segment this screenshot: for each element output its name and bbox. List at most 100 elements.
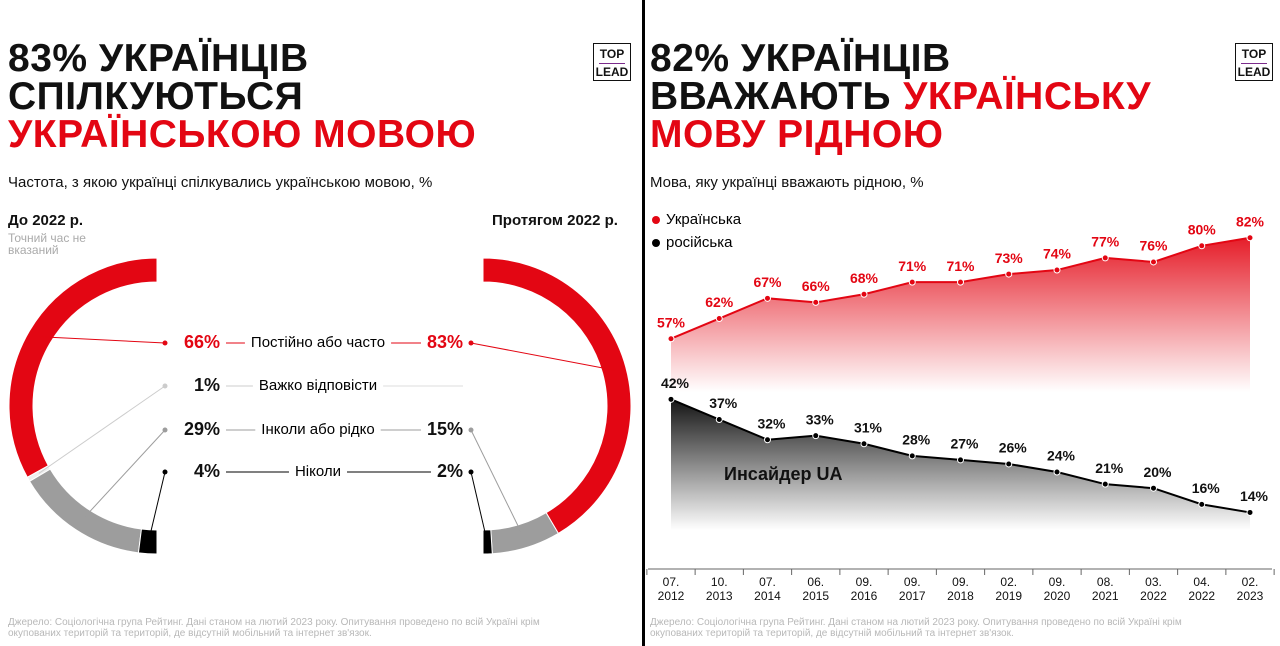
logo: TOP LEAD bbox=[1235, 43, 1273, 81]
point bbox=[1005, 460, 1013, 468]
leader-line bbox=[470, 429, 524, 537]
title-line: СПІЛКУЮТЬСЯ bbox=[8, 75, 476, 118]
watermark: Инсайдер UA bbox=[724, 464, 843, 484]
title-part: УКРАЇНСЬКОЮ МОВОЮ bbox=[8, 113, 477, 156]
x-tick-label: 03. 2022 bbox=[1140, 575, 1167, 603]
category-label: Важко відповісти bbox=[259, 377, 377, 394]
value-label: 66% bbox=[802, 278, 831, 294]
value-label: 14% bbox=[1240, 488, 1269, 504]
point bbox=[812, 298, 820, 306]
point bbox=[715, 315, 723, 323]
series-note: Точний час не вказаний bbox=[8, 231, 86, 257]
point bbox=[957, 456, 964, 464]
logo-bottom: LEAD bbox=[1237, 65, 1271, 79]
logo-line bbox=[599, 63, 625, 64]
leader-dot bbox=[162, 427, 168, 433]
legend-label: російська bbox=[666, 234, 733, 251]
value-label: 37% bbox=[709, 395, 738, 411]
value-label: 31% bbox=[854, 419, 883, 435]
value-label: 57% bbox=[657, 314, 686, 330]
leader-dot bbox=[162, 469, 168, 475]
donut-segment bbox=[490, 512, 560, 555]
title-part: МОВУ РІДНОЮ bbox=[650, 113, 944, 156]
value-label: 20% bbox=[1143, 464, 1172, 480]
point bbox=[957, 278, 964, 286]
donut-segment bbox=[28, 468, 143, 554]
value-label: 74% bbox=[1043, 246, 1072, 262]
title-part: СПІЛКУЮТЬСЯ bbox=[8, 75, 304, 118]
title-part: 82% УКРАЇНЦІВ bbox=[650, 37, 951, 80]
point bbox=[1053, 468, 1061, 476]
value-label: 27% bbox=[950, 436, 979, 452]
logo-line bbox=[1241, 63, 1267, 64]
x-tick-label: 07. 2014 bbox=[754, 575, 781, 603]
x-tick-label: 09. 2017 bbox=[898, 575, 926, 603]
category-label: Інколи або рідко bbox=[261, 421, 374, 438]
x-tick-label: 09. 2016 bbox=[850, 575, 878, 603]
title-part: 83% УКРАЇНЦІВ bbox=[8, 37, 309, 80]
point bbox=[860, 290, 868, 298]
leader-line bbox=[81, 429, 166, 521]
point bbox=[1101, 254, 1109, 262]
area bbox=[671, 399, 1250, 540]
point bbox=[1101, 480, 1109, 488]
value-label: 2% bbox=[437, 461, 463, 481]
point bbox=[1198, 242, 1206, 250]
point bbox=[764, 294, 771, 302]
x-tick-label: 09. 2018 bbox=[947, 575, 974, 603]
title-part: ВВАЖАЮТЬ bbox=[650, 75, 892, 118]
point bbox=[1150, 258, 1157, 266]
point bbox=[1246, 508, 1254, 516]
title: 82% УКРАЇНЦІВ ВВАЖАЮТЬ УКРАЇНСЬКУ МОВУ РІДН… bbox=[650, 37, 1152, 156]
value-label: 62% bbox=[705, 294, 734, 310]
source: Джерело: Соціологічна група Рейтинг. Дан… bbox=[650, 617, 1182, 639]
value-label: 71% bbox=[898, 258, 927, 274]
value-label: 16% bbox=[1192, 480, 1221, 496]
value-label: 67% bbox=[753, 274, 782, 290]
donut-segment bbox=[137, 528, 158, 555]
subtitle: Частота, з якою українці спілкувались ук… bbox=[8, 174, 433, 191]
donut-segment bbox=[8, 257, 158, 478]
title: 83% УКРАЇНЦІВ СПІЛКУЮТЬСЯ УКРАЇНСЬКОЮ МОВО… bbox=[8, 37, 477, 156]
title-part: УКРАЇНСЬКУ bbox=[903, 75, 1152, 118]
series-name: Протягом 2022 р. bbox=[492, 212, 618, 229]
logo-top: TOP bbox=[1241, 47, 1267, 61]
value-label: 15% bbox=[427, 419, 463, 439]
point bbox=[715, 416, 723, 424]
title-line: 83% УКРАЇНЦІВ bbox=[8, 37, 476, 80]
donut-segment bbox=[482, 257, 632, 535]
point bbox=[1005, 270, 1013, 278]
value-label: 21% bbox=[1095, 460, 1124, 476]
point bbox=[1246, 234, 1254, 242]
leader-dot bbox=[162, 383, 168, 389]
logo: TOP LEAD bbox=[593, 43, 631, 81]
title-line: МОВУ РІДНОЮ bbox=[650, 113, 1151, 156]
legend-marker bbox=[652, 239, 660, 247]
value-label: 29% bbox=[184, 419, 220, 439]
series-name: До 2022 р. bbox=[8, 212, 84, 229]
point bbox=[908, 278, 916, 286]
donut-segment bbox=[482, 529, 493, 555]
leader-dot bbox=[468, 427, 474, 433]
point bbox=[764, 436, 771, 444]
category-label: Ніколи bbox=[295, 463, 341, 480]
legend-marker bbox=[652, 216, 660, 224]
point bbox=[1150, 484, 1157, 492]
point bbox=[667, 335, 675, 343]
value-label: 42% bbox=[661, 375, 690, 391]
value-label: 68% bbox=[850, 270, 879, 286]
point bbox=[908, 452, 916, 460]
leader-line bbox=[470, 471, 488, 543]
leader-dot bbox=[468, 340, 474, 346]
value-label: 4% bbox=[194, 461, 220, 481]
x-tick-label: 07. 2012 bbox=[657, 575, 685, 603]
leader-line bbox=[38, 385, 166, 474]
leader-dot bbox=[162, 340, 168, 346]
value-label: 80% bbox=[1188, 222, 1217, 238]
leader-dot bbox=[468, 469, 474, 475]
value-label: 73% bbox=[995, 250, 1024, 266]
leader-line bbox=[39, 336, 166, 344]
point bbox=[1053, 266, 1061, 274]
